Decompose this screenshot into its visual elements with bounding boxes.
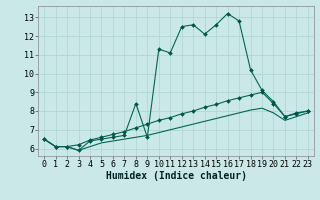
X-axis label: Humidex (Indice chaleur): Humidex (Indice chaleur) bbox=[106, 171, 246, 181]
